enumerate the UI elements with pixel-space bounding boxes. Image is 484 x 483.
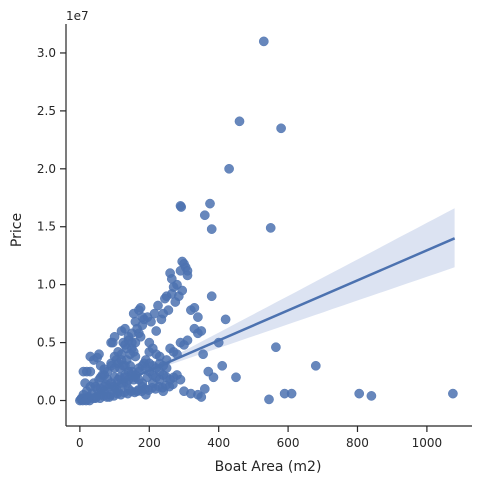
y-tick-label: 0.5 (37, 336, 56, 350)
x-tick-label: 400 (207, 436, 230, 450)
data-point (286, 388, 297, 399)
data-point (354, 388, 365, 399)
data-point (176, 202, 187, 212)
data-point (231, 372, 241, 383)
data-point (172, 279, 182, 290)
data-point (199, 384, 210, 394)
data-point (448, 388, 458, 399)
data-point (186, 388, 196, 399)
data-point (189, 302, 200, 313)
data-point (220, 314, 231, 325)
y-tick-label: 0.0 (37, 394, 56, 408)
x-tick-label: 0 (76, 436, 84, 450)
data-point (127, 328, 137, 339)
data-point (310, 360, 321, 371)
data-point (265, 223, 276, 233)
data-point (120, 323, 130, 334)
data-point (175, 374, 186, 385)
data-point (78, 366, 89, 377)
data-point (193, 328, 203, 339)
data-point (217, 360, 228, 371)
x-tick-label: 600 (277, 436, 300, 450)
y-tick-label: 2.5 (37, 104, 56, 118)
data-point (151, 326, 162, 336)
y-offset-label: 1e7 (66, 9, 89, 23)
data-point (146, 316, 156, 327)
data-point (234, 116, 245, 127)
regression-line-layer (79, 237, 456, 402)
x-tick-label: 1000 (412, 436, 443, 450)
regression-line (79, 237, 456, 402)
x-tick-label: 200 (138, 436, 161, 450)
data-point (92, 352, 103, 363)
data-point (137, 378, 148, 388)
data-point (258, 36, 269, 47)
axes-layer: 0 200 400 600 800 1000 0.0 0.5 1.0 1.5 2.0 2.5 3.0 (37, 24, 472, 450)
x-axis-label: Boat Area (m2) (215, 459, 322, 475)
data-point (128, 347, 139, 357)
data-point (182, 265, 193, 276)
y-axis-label: Price (9, 213, 25, 247)
data-point (198, 349, 208, 360)
data-point (366, 391, 377, 401)
data-point (196, 392, 207, 402)
x-tick-label: 800 (346, 436, 369, 450)
data-point (208, 372, 219, 383)
data-point (199, 210, 210, 221)
data-point (182, 335, 193, 346)
data-point (109, 331, 120, 342)
data-point (193, 312, 203, 322)
data-point (158, 308, 169, 319)
data-point (264, 394, 274, 405)
points-layer (75, 36, 458, 406)
data-point (276, 123, 286, 134)
data-point (135, 302, 146, 313)
data-point (113, 347, 123, 357)
y-tick-label: 3.0 (37, 46, 56, 60)
data-point (206, 224, 217, 234)
data-point (80, 378, 90, 388)
data-point (137, 312, 148, 322)
data-point (161, 291, 172, 302)
data-point (205, 198, 215, 209)
data-point (206, 291, 217, 302)
y-tick-label: 2.0 (37, 162, 56, 176)
y-tick-label: 1.5 (37, 220, 56, 234)
y-tick-label: 1.0 (37, 278, 56, 292)
data-point (271, 342, 281, 353)
data-point (99, 364, 110, 375)
data-point (224, 163, 234, 174)
data-point (153, 300, 163, 311)
